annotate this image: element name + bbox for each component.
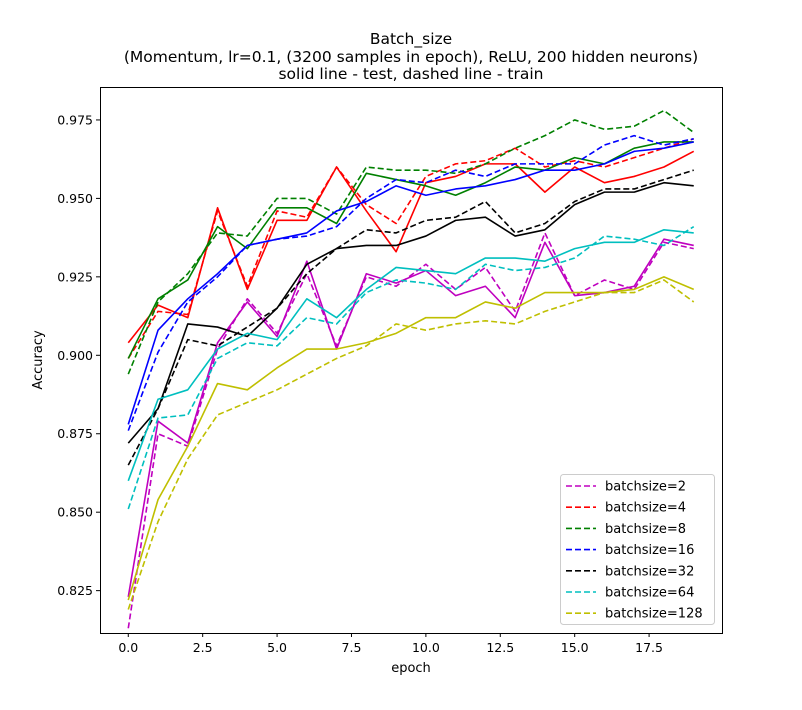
x-axis: 0.0 2.5 5.0 7.5 10.0 12.5 15.0 17.5 xyxy=(118,633,663,655)
series-train-line-batchsize-8 xyxy=(127,109,695,375)
legend-label: batchsize=32 xyxy=(605,564,694,579)
x-tick-label: 17.5 xyxy=(635,640,663,655)
series-train-line-batchsize-64 xyxy=(127,225,695,510)
x-tick-label: 0.0 xyxy=(118,640,138,655)
legend-label: batchsize=4 xyxy=(605,501,686,516)
series-test-line-batchsize-4 xyxy=(127,150,695,344)
series-train-line-batchsize-2 xyxy=(127,232,694,629)
x-tick-label: 7.5 xyxy=(342,640,362,655)
chart-note: solid line - test, dashed line - train xyxy=(278,65,543,83)
series-test-line-batchsize-8 xyxy=(127,141,694,359)
y-tick-label: 0.825 xyxy=(57,583,93,598)
series-test-line-batchsize-16 xyxy=(127,141,694,425)
y-axis-label: Accuracy xyxy=(31,330,46,390)
legend-box xyxy=(560,474,715,625)
x-tick-label: 12.5 xyxy=(486,640,514,655)
legend: batchsize=2 batchsize=4 batchsize=8 batchsi… xyxy=(560,474,715,625)
y-axis: 0.825 0.850 0.875 0.900 0.925 0.950 0.975 xyxy=(57,112,100,598)
x-tick-label: 2.5 xyxy=(193,640,213,655)
series-test-line-batchsize-32 xyxy=(127,181,694,444)
x-tick-label: 10.0 xyxy=(412,640,440,655)
series-train-line-batchsize-128 xyxy=(127,279,695,610)
series-train-line-batchsize-16 xyxy=(127,134,694,431)
x-axis-label: epoch xyxy=(391,661,431,676)
series-test-line-batchsize-64 xyxy=(127,228,694,482)
plot-frame xyxy=(100,87,723,634)
legend-label: batchsize=2 xyxy=(605,480,686,495)
series-train-line-batchsize-32 xyxy=(127,169,694,466)
legend-label: batchsize=16 xyxy=(605,543,694,558)
y-tick-label: 0.850 xyxy=(57,505,93,520)
y-tick-label: 0.875 xyxy=(57,426,93,441)
plot-lines xyxy=(127,109,695,629)
y-tick-label: 0.900 xyxy=(57,348,93,363)
series-train-line-batchsize-4 xyxy=(127,138,694,359)
y-tick-label: 0.925 xyxy=(57,269,93,284)
chart-title: Batch_size xyxy=(370,30,452,49)
y-tick-label: 0.975 xyxy=(57,112,93,127)
y-tick-label: 0.950 xyxy=(57,191,93,206)
series-test-line-batchsize-128 xyxy=(127,276,695,601)
legend-label: batchsize=64 xyxy=(605,586,694,601)
chart-subtitle: (Momentum, lr=0.1, (3200 samples in epoc… xyxy=(124,48,698,66)
legend-label: batchsize=128 xyxy=(605,607,703,622)
legend-label: batchsize=8 xyxy=(605,522,686,537)
x-tick-label: 5.0 xyxy=(267,640,287,655)
x-tick-label: 15.0 xyxy=(561,640,589,655)
